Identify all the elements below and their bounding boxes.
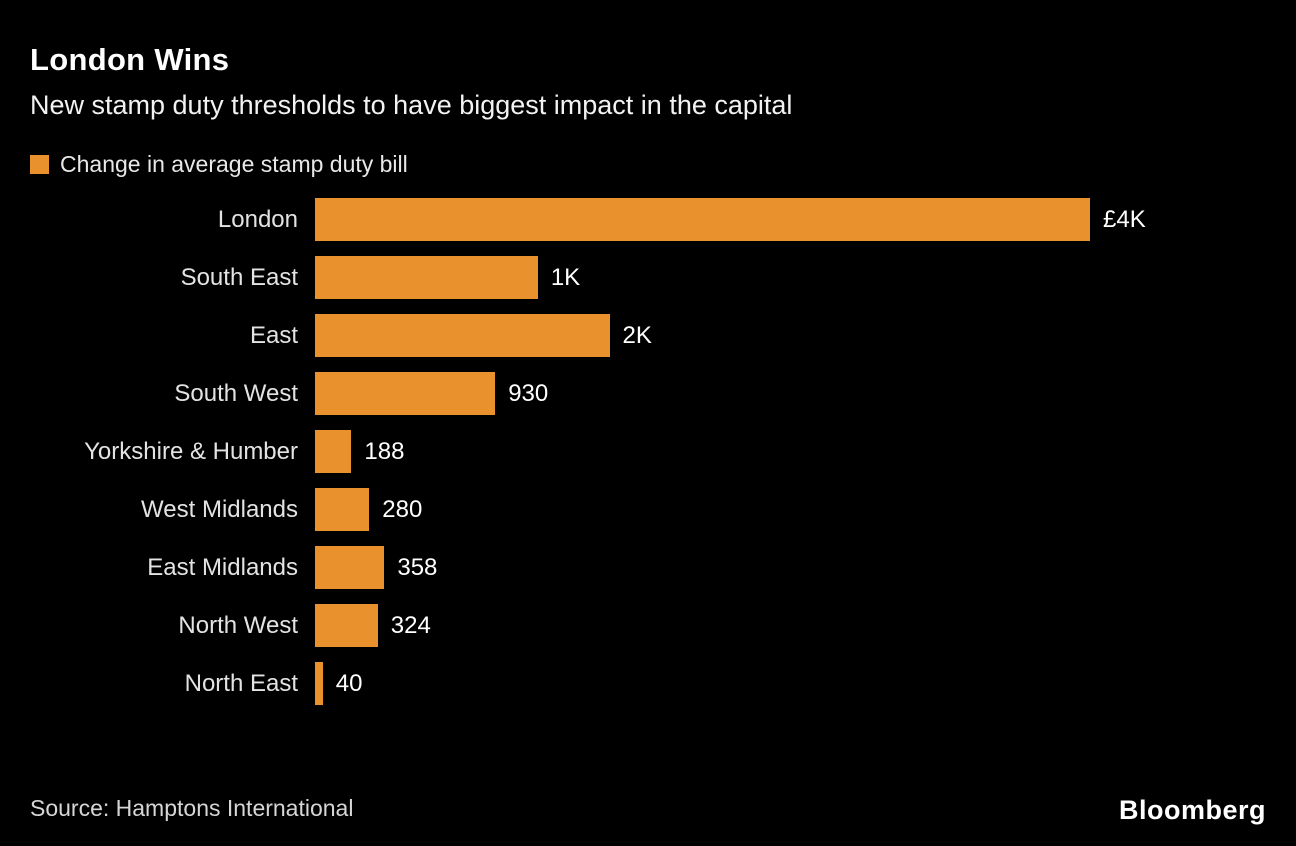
category-label: Yorkshire & Humber	[84, 437, 298, 465]
legend-label: Change in average stamp duty bill	[60, 151, 408, 177]
value-label: £4K	[1103, 205, 1146, 233]
bar	[315, 604, 378, 647]
bar	[315, 662, 323, 705]
category-label: East Midlands	[147, 553, 298, 581]
category-label: South West	[174, 379, 298, 407]
chart-row: North East 40	[30, 662, 1266, 705]
category-label: East	[249, 321, 298, 349]
bar	[315, 488, 370, 531]
value-label: 188	[364, 437, 405, 465]
chart-subtitle: New stamp duty thresholds to have bigges…	[30, 90, 793, 120]
chart-row: East Midlands 358	[30, 546, 1266, 589]
category-label: West Midlands	[141, 495, 298, 523]
bar-chart: London £4K South East 1K East 2K South West 930…	[30, 198, 1266, 705]
chart-row: Yorkshire & Humber 188	[30, 430, 1266, 473]
value-label: 2K	[622, 321, 652, 349]
bar-track: 1K	[315, 256, 1090, 299]
chart-container: London Wins New stamp duty thresholds to…	[30, 42, 1266, 705]
chart-row: London £4K	[30, 198, 1266, 241]
legend-swatch-icon	[30, 155, 49, 174]
category-label: South East	[180, 263, 298, 291]
bar-track: 188	[315, 430, 1090, 473]
bar	[315, 198, 1090, 241]
category-label: North East	[184, 669, 298, 697]
bar	[315, 546, 385, 589]
bar	[315, 314, 610, 357]
value-label: 1K	[550, 263, 581, 291]
bar-track: 280	[315, 488, 1090, 531]
chart-title: London Wins	[30, 42, 230, 77]
bar-track: 930	[315, 372, 1090, 415]
chart-row: North West 324	[30, 604, 1266, 647]
bar	[315, 430, 352, 473]
value-label: 280	[382, 495, 423, 523]
chart-row: East 2K	[30, 314, 1266, 357]
value-label: 40	[335, 669, 363, 697]
value-label: 930	[508, 379, 549, 407]
bar	[315, 256, 538, 299]
value-label: 358	[397, 553, 438, 581]
category-label: London	[217, 205, 298, 233]
source-attribution: Source: Hamptons International	[30, 795, 354, 821]
bar-track: £4K	[315, 198, 1146, 241]
chart-row: West Midlands 280	[30, 488, 1266, 531]
bloomberg-logo: Bloomberg	[1118, 795, 1266, 825]
bar-track: 40	[315, 662, 1090, 705]
category-label: North West	[178, 611, 298, 639]
bar-track: 2K	[315, 314, 1090, 357]
bar-track: 358	[315, 546, 1090, 589]
chart-row: South West 930	[30, 372, 1266, 415]
legend: Change in average stamp duty bill	[30, 151, 1266, 178]
value-label: 324	[390, 611, 431, 639]
bar	[315, 372, 496, 415]
chart-row: South East 1K	[30, 256, 1266, 299]
bar-track: 324	[315, 604, 1090, 647]
